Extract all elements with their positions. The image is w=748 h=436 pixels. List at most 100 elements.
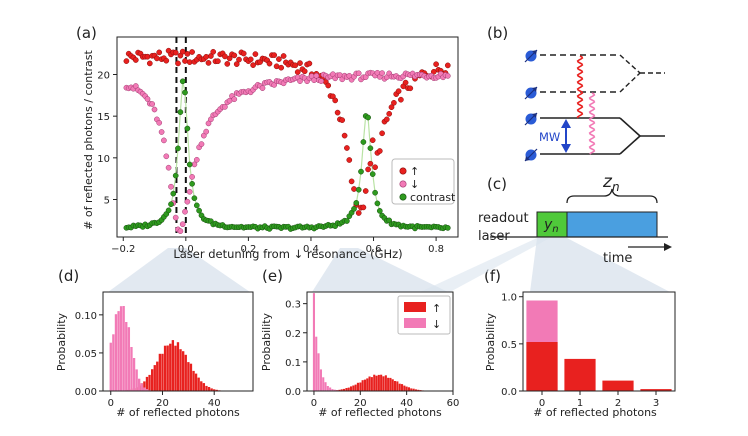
laser-label: laser [478, 229, 510, 244]
panel-f-frame [522, 291, 676, 392]
hist-bar [387, 377, 390, 391]
panel-c-timing: zn yn readout laser time [478, 172, 672, 266]
a-point-contrast [360, 139, 367, 145]
a-point-down [379, 70, 385, 76]
hist-xtick-label: 40 [400, 398, 413, 409]
hist-bar [331, 389, 334, 391]
a-point-up [376, 148, 383, 154]
zoom-wedge-f [530, 238, 670, 292]
hist-bar [174, 345, 177, 391]
z-label: zn [602, 172, 620, 194]
a-point-up [222, 53, 228, 60]
hist-bar [340, 389, 343, 391]
a-xtick-label: 0.6 [366, 244, 382, 255]
legend-box-e [397, 295, 451, 335]
hist-bar [197, 377, 200, 391]
a-point-down [161, 137, 167, 144]
hist-bar [326, 386, 329, 391]
legend-e-up-label: ↑ [432, 302, 441, 315]
hist-bar [145, 376, 149, 391]
a-point-up [278, 64, 285, 71]
legend-contrast-marker [399, 193, 407, 201]
f-ytick-label: 0.0 [501, 387, 517, 398]
hist-bar [119, 306, 123, 391]
a-point-up [367, 160, 374, 167]
panel-e-legend: ↑ ↓ [397, 295, 451, 335]
a-point-up [402, 79, 409, 86]
hist-bar [396, 381, 399, 391]
zoom-wedge-e [312, 248, 448, 292]
a-point-up [362, 188, 369, 194]
z-brace [566, 188, 658, 204]
a-point-up [386, 110, 393, 117]
hist-bar [329, 387, 332, 391]
panel-e-chart: 0 20 40 60 0.0 0.1 0.2 0.3 # of reflected photo… [260, 291, 459, 419]
a-point-up [294, 69, 301, 75]
hist-bar [151, 369, 154, 391]
a-point-contrast [165, 207, 172, 214]
hist-bar [207, 387, 211, 391]
hist-bar [347, 387, 350, 391]
a-point-up [123, 58, 130, 64]
f-bar-up [640, 389, 672, 391]
hist-bar [363, 379, 366, 391]
a-point-up [346, 157, 353, 163]
legend-down-label: ↓ [410, 178, 419, 191]
hist-bar [366, 378, 369, 391]
a-xtick-label: 0.0 [178, 244, 194, 255]
mw-arrow-head-down [561, 144, 571, 153]
hist-bar [122, 306, 125, 391]
legend-e-down-swatch [404, 318, 426, 328]
f-xtick-label: 3 [653, 398, 659, 409]
hist-bar [153, 365, 156, 391]
a-point-contrast [365, 114, 371, 121]
a-xtick-label: 0.4 [303, 244, 319, 255]
a-point-down [259, 85, 266, 91]
a-point-up [146, 60, 153, 67]
hist-bar [370, 377, 373, 391]
hist-bar [373, 374, 376, 391]
a-ytick-label: 15 [97, 112, 110, 123]
spin-icon-upper-1 [524, 49, 538, 63]
a-point-up [391, 99, 397, 106]
hist-bar [125, 322, 128, 391]
hist-bar [189, 363, 193, 391]
a-point-up [156, 49, 163, 56]
a-point-up [369, 137, 376, 144]
a-point-down [184, 198, 191, 205]
hist-bar [380, 374, 383, 391]
a-point-up [266, 60, 273, 67]
a-point-up [175, 60, 181, 67]
zoom-wedge-e2 [420, 238, 550, 292]
a-point-up [240, 50, 247, 57]
a-ytick-label: 20 [97, 71, 110, 82]
f-xtick-label: 2 [615, 398, 621, 409]
panel-e-bars [312, 293, 429, 391]
f-bar-up [602, 380, 634, 391]
a-point-up [325, 82, 332, 89]
panel-f-bars [526, 300, 672, 391]
panel-a-legend: ↑ ↓ contrast [391, 158, 456, 205]
f-ytick-label: 1.0 [501, 293, 517, 304]
a-point-contrast [369, 171, 376, 177]
a-point-up [306, 60, 313, 67]
a-point-down [163, 153, 170, 160]
panel-a-frame [116, 36, 459, 238]
f-xtick-label: 0 [539, 398, 545, 409]
a-point-down [444, 73, 451, 79]
hist-bar [140, 383, 143, 391]
hist-bar [407, 387, 410, 391]
zoom-wedge-d [108, 248, 250, 292]
hist-xtick-label: 0 [108, 398, 114, 409]
a-point-up [444, 62, 451, 69]
a-point-up [250, 62, 256, 68]
hist-bar [145, 389, 149, 391]
hist-bar [200, 381, 203, 391]
hist-bar [361, 380, 364, 391]
panel-label-f: (f) [484, 267, 501, 285]
z-pulse-box [566, 211, 658, 238]
hist-bar [166, 345, 169, 391]
hist-bar [354, 384, 357, 391]
hist-bar [138, 378, 141, 391]
